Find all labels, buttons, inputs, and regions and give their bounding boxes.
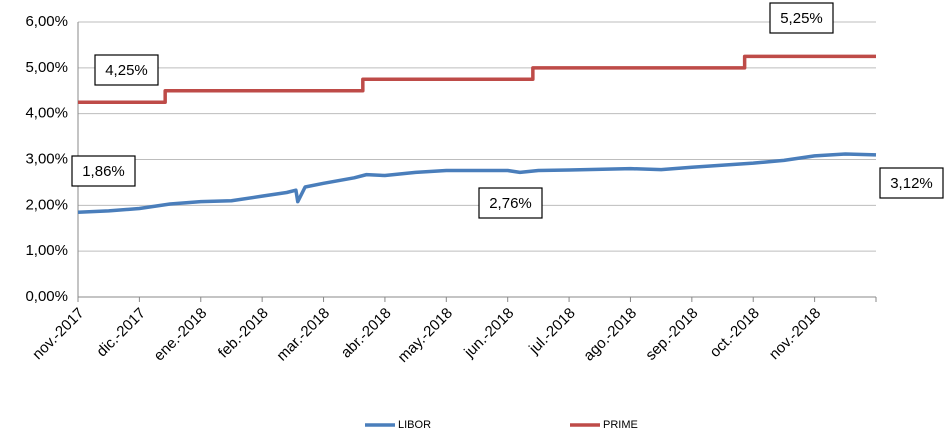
- annotation-box: [478, 187, 543, 219]
- annotation: 5,25%: [780, 10, 823, 27]
- annotation-box: [94, 54, 159, 86]
- line-series: [77, 152, 877, 214]
- y-tick-label: 6,00%: [25, 13, 68, 30]
- x-tick-label: nov.-2018: [766, 305, 824, 363]
- x-tick-label: jul.-2018: [525, 305, 578, 358]
- x-tick-label: sep.-2018: [642, 305, 701, 364]
- y-tick-label: 1,00%: [25, 242, 68, 259]
- x-tick-label: feb.-2018: [215, 305, 272, 362]
- annotation-box: [879, 167, 944, 199]
- y-tick-label: 2,00%: [25, 196, 68, 213]
- y-tick-label: 4,00%: [25, 105, 68, 122]
- x-tick-label: nov.-2017: [29, 305, 87, 363]
- annotation: 2,76%: [489, 195, 532, 212]
- annotation: 4,25%: [105, 62, 148, 79]
- y-tick-label: 0,00%: [25, 288, 68, 305]
- x-tick-label: ago.-2018: [580, 305, 640, 365]
- x-tick-label: dic.-2017: [93, 305, 149, 361]
- x-tick-label: may.-2018: [395, 305, 456, 366]
- legend-label: LIBOR: [398, 419, 431, 431]
- annotation: 1,86%: [82, 163, 125, 180]
- x-tick-label: jun.-2018: [460, 305, 517, 362]
- x-tick-label: ene.-2018: [151, 305, 211, 365]
- annotation: 3,12%: [890, 175, 933, 192]
- annotation-box: [71, 155, 136, 187]
- y-tick-label: 3,00%: [25, 150, 68, 167]
- x-tick-label: mar.-2018: [273, 305, 333, 365]
- y-tick-label: 5,00%: [25, 59, 68, 76]
- legend-label: PRIME: [603, 419, 638, 431]
- x-tick-label: oct.-2018: [707, 305, 763, 361]
- line-series: [78, 54, 876, 104]
- x-tick-label: abr.-2018: [338, 305, 395, 362]
- annotation-box: [769, 2, 834, 34]
